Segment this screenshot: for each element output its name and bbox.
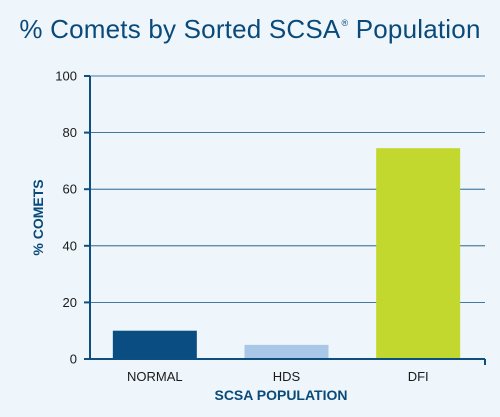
y-tick-label: 60 [63, 182, 77, 197]
chart-title-main: % Comets by Sorted SCSA [19, 14, 341, 44]
y-tick-label: 100 [55, 69, 77, 84]
y-tick-label: 80 [63, 125, 77, 140]
y-tick-label: 0 [70, 352, 77, 367]
chart-title: % Comets by Sorted SCSA® Population [0, 14, 500, 45]
x-tick-label: DFI [408, 369, 429, 384]
y-tick-label: 20 [63, 295, 77, 310]
chart-title-suffix: Population [348, 14, 481, 44]
x-axis-label: SCSA POPULATION [214, 387, 347, 403]
bar-dfi [376, 148, 461, 359]
y-axis-label: % COMETS [30, 179, 46, 255]
x-tick-label: HDS [273, 369, 301, 384]
registered-trademark-mark: ® [341, 18, 349, 28]
bar-hds [244, 344, 329, 359]
x-tick-label: NORMAL [127, 369, 183, 384]
bar-normal [112, 330, 197, 359]
y-tick-label: 40 [63, 238, 77, 253]
